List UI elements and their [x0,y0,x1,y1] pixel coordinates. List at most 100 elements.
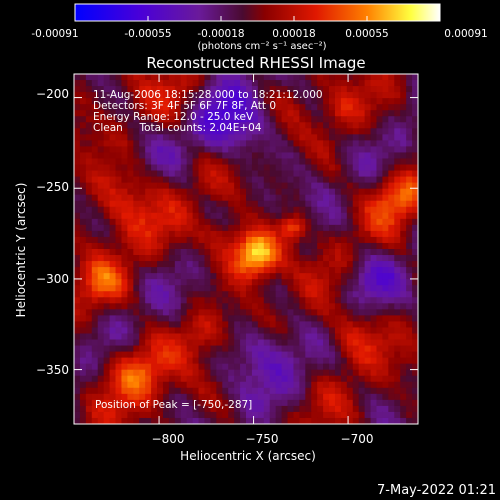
heatmap-cell [151,255,158,262]
colorbar-tick-label: 0.00018 [272,28,315,40]
heatmap-cell [323,315,330,322]
heatmap-cell [281,134,289,141]
heatmap-cell [251,375,259,383]
heatmap-cell [180,152,188,159]
heatmap-cell [109,297,117,304]
heatmap-cell [358,92,366,99]
heatmap-cell [180,363,188,371]
heatmap-cell [216,399,223,407]
heatmap-cell [334,122,342,129]
heatmap-cell [97,417,105,425]
heatmap-cell [127,291,134,298]
heatmap-cell [329,255,336,262]
heatmap-cell [352,279,360,286]
heatmap-cell [115,134,122,141]
heatmap-cell [382,134,389,141]
heatmap-cell [317,297,324,304]
heatmap-cell [157,206,164,214]
heatmap-cell [145,267,152,274]
heatmap-cell [323,128,330,135]
heatmap-cell [228,291,235,298]
heatmap-cell [74,140,81,147]
heatmap-cell [251,309,259,316]
heatmap-cell [293,357,300,365]
heatmap-cell [246,104,253,111]
heatmap-cell [109,224,117,232]
heatmap-cell [157,321,164,328]
heatmap-cell [346,242,354,250]
heatmap-cell [257,86,265,93]
heatmap-cell [168,80,176,87]
heatmap-cell [340,194,348,202]
heatmap-cell [334,405,342,413]
heatmap-cell [305,417,312,425]
heatmap-cell [257,224,265,232]
heatmap-cell [293,267,300,274]
heatmap-cell [192,206,200,214]
heatmap-cell [412,176,419,184]
annotation-peak-position: Position of Peak = [-750,-287] [95,399,252,411]
heatmap-cell [329,170,336,178]
heatmap-cell [210,249,217,256]
heatmap-cell [162,405,170,413]
heatmap-cell [222,363,229,371]
heatmap-cell [234,327,241,334]
heatmap-cell [352,212,360,220]
heatmap-cell [162,345,170,353]
y-tick-label: −250 [36,180,69,194]
heatmap-cell [412,357,419,365]
heatmap-cell [198,164,205,172]
heatmap-cell [121,345,128,353]
heatmap-cell [109,110,117,117]
heatmap-cell [382,267,389,274]
heatmap-cell [287,242,294,250]
heatmap-cell [370,369,377,377]
heatmap-cell [340,200,348,208]
heatmap-cell [74,218,81,226]
heatmap-cell [133,321,140,328]
heatmap-cell [281,339,289,347]
heatmap-cell [79,309,87,316]
heatmap-cell [240,110,247,117]
heatmap-cell [305,212,312,220]
heatmap-cell [103,80,111,87]
heatmap-cell [151,369,158,377]
heatmap-cell [79,285,87,292]
heatmap-cell [121,116,128,123]
heatmap-cell [79,134,87,141]
heatmap-cell [109,98,117,105]
heatmap-cell [352,291,360,298]
heatmap-cell [192,291,200,298]
heatmap-cell [115,267,122,274]
heatmap-cell [287,369,294,377]
heatmap-cell [115,405,122,413]
heatmap-cell [340,140,348,147]
heatmap-cell [323,116,330,123]
heatmap-cell [151,393,158,401]
heatmap-cell [103,164,111,172]
heatmap-cell [376,261,383,268]
heatmap-cell [121,224,128,232]
heatmap-cell [400,152,407,159]
heatmap-cell [210,285,217,292]
heatmap-cell [186,405,194,413]
heatmap-cell [85,255,93,262]
heatmap-cell [85,188,93,196]
heatmap-cell [151,405,158,413]
heatmap-cell [85,140,93,147]
heatmap-cell [240,273,247,280]
heatmap-cell [103,345,111,353]
heatmap-cell [74,285,81,292]
heatmap-cell [174,176,182,184]
heatmap-cell [115,92,122,99]
heatmap-cell [317,381,324,389]
heatmap-cell [234,381,241,389]
heatmap-cell [127,369,134,377]
heatmap-cell [251,104,259,111]
heatmap-cell [109,309,117,316]
heatmap-cell [186,182,194,190]
heatmap-cell [412,224,419,232]
heatmap-cell [269,158,277,166]
heatmap-cell [222,285,229,292]
heatmap-cell [97,387,105,395]
